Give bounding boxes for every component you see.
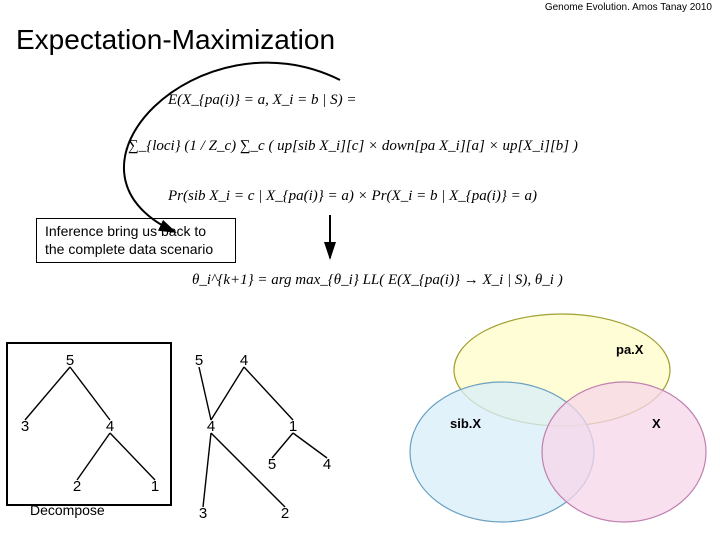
tree-node: 4 (320, 456, 334, 473)
tree-edge (272, 433, 293, 458)
tree-node: 1 (286, 418, 300, 435)
equation-4: θ_i^{k+1} = arg max_{θ_i} LL( E(X_{pa(i)… (192, 272, 563, 289)
tree-edge (199, 367, 211, 420)
venn-ellipse (410, 382, 594, 522)
equation-2: ∑_{loci} (1 / Z_c) ∑_c ( up[sib X_i][c] … (128, 138, 578, 155)
tree-node: 2 (278, 505, 292, 522)
decompose-label: Decompose (30, 502, 105, 518)
header-note: Genome Evolution. Amos Tanay 2010 (545, 2, 712, 13)
tree-edge (211, 367, 244, 420)
venn-ellipse (454, 314, 670, 426)
page-title: Expectation-Maximization (16, 24, 335, 56)
venn-label-x: X (652, 416, 661, 431)
tree-node: 5 (265, 456, 279, 473)
tree-edge (293, 433, 327, 458)
tree-edge (203, 433, 211, 507)
tree-node: 1 (148, 478, 162, 495)
tree-node: 4 (103, 418, 117, 435)
tree-node: 5 (192, 352, 206, 369)
tree-node: 3 (196, 505, 210, 522)
equation-3: Pr(sib X_i = c | X_{pa(i)} = a) × Pr(X_i… (168, 188, 537, 205)
tree-node: 4 (204, 418, 218, 435)
tree-node: 2 (70, 478, 84, 495)
venn-label-sib: sib.X (450, 416, 481, 431)
equation-1: E(X_{pa(i)} = a, X_i = b | S) = (168, 92, 357, 109)
tree-node: 4 (237, 352, 251, 369)
tree-edge (244, 367, 293, 420)
venn-ellipse (542, 382, 706, 522)
tree-node: 3 (18, 418, 32, 435)
venn-label-pa: pa.X (616, 342, 643, 357)
inference-caption: Inference bring us back to the complete … (36, 218, 236, 263)
tree-node: 5 (63, 352, 77, 369)
